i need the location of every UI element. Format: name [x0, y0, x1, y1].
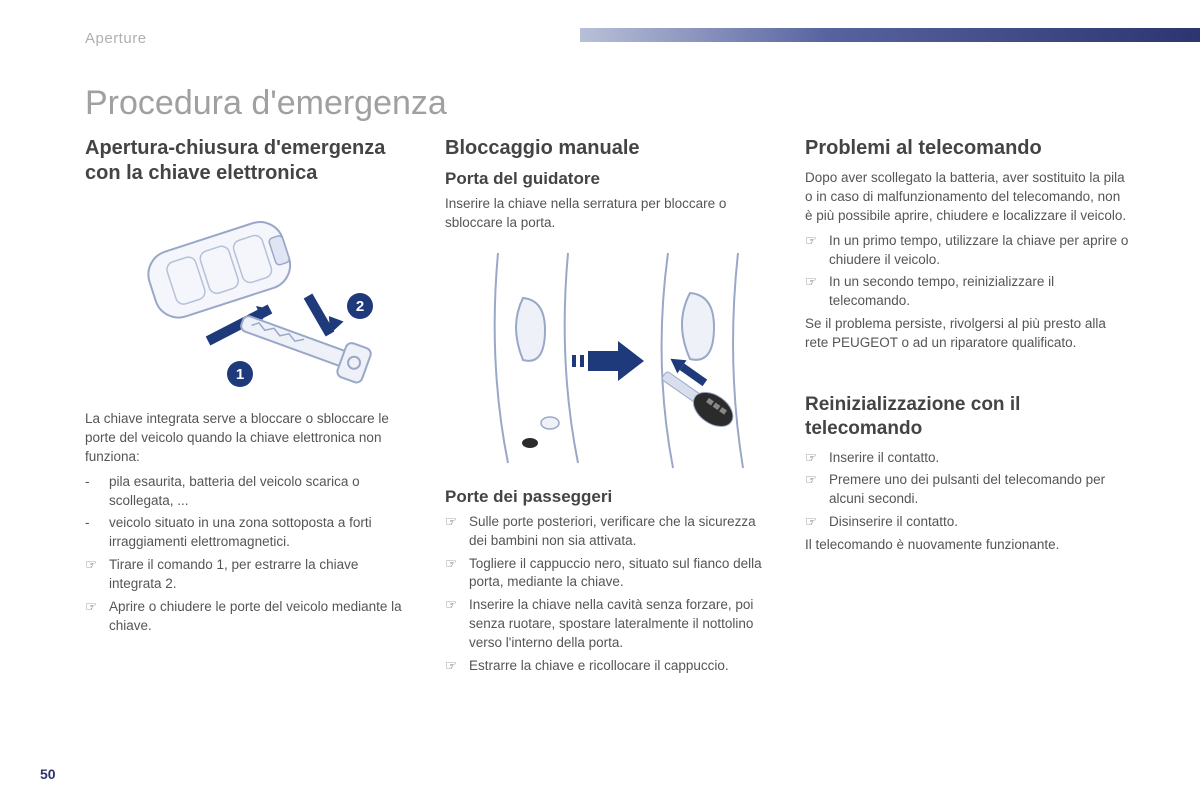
- door-lock-illustration: [445, 243, 770, 473]
- col2-sec2-heading: Porte dei passeggeri: [445, 487, 770, 507]
- list-item: ☞Inserire la chiave nella cavità senza f…: [445, 596, 770, 653]
- list-item: ☞Togliere il cappuccio nero, situato sul…: [445, 555, 770, 593]
- col2-sec1-heading: Porta del guidatore: [445, 169, 770, 189]
- column-3: Problemi al telecomando Dopo aver scolle…: [805, 136, 1130, 680]
- list-item: ☞Tirare il comando 1, per estrarre la ch…: [85, 556, 410, 594]
- col2-heading: Bloccaggio manuale: [445, 136, 770, 161]
- col3-heading: Problemi al telecomando: [805, 136, 1130, 161]
- list-item: -veicolo situato in una zona sottoposta …: [85, 514, 410, 552]
- col2-sec2-list: ☞Sulle porte posteriori, verificare che …: [445, 513, 770, 676]
- col3-sec2-outro: Il telecomando è nuovamente funzionante.: [805, 536, 1130, 555]
- list-item: -pila esaurita, batteria del veicolo sca…: [85, 473, 410, 511]
- col2-sec1-text: Inserire la chiave nella serratura per b…: [445, 195, 770, 233]
- column-2: Bloccaggio manuale Porta del guidatore I…: [445, 136, 770, 680]
- col3-list: ☞In un primo tempo, utilizzare la chiave…: [805, 232, 1130, 312]
- col3-sec2-list: ☞Inserire il contatto. ☞Premere uno dei …: [805, 449, 1130, 533]
- column-1: Apertura-chiusura d'emergenza con la chi…: [85, 136, 410, 680]
- page-number: 50: [40, 766, 56, 782]
- list-item: ☞Sulle porte posteriori, verificare che …: [445, 513, 770, 551]
- col3-intro: Dopo aver scollegato la batteria, aver s…: [805, 169, 1130, 226]
- list-item: ☞Estrarre la chiave e ricollocare il cap…: [445, 657, 770, 676]
- content-columns: Apertura-chiusura d'emergenza con la chi…: [85, 136, 1130, 680]
- header-accent-bar: [580, 28, 1200, 42]
- col3-sec2-heading: Reinizializzazione con il telecomando: [805, 393, 1130, 441]
- page-title: Procedura d'emergenza: [85, 84, 447, 123]
- col1-dash-list: -pila esaurita, batteria del veicolo sca…: [85, 473, 410, 553]
- col1-heading: Apertura-chiusura d'emergenza con la chi…: [85, 136, 410, 186]
- col1-intro: La chiave integrata serve a bloccare o s…: [85, 410, 410, 467]
- col3-outro: Se il problema persiste, rivolgersi al p…: [805, 315, 1130, 353]
- list-item: ☞In un primo tempo, utilizzare la chiave…: [805, 232, 1130, 270]
- list-item: ☞Premere uno dei pulsanti del telecomand…: [805, 471, 1130, 509]
- col1-hand-list: ☞Tirare il comando 1, per estrarre la ch…: [85, 556, 410, 636]
- list-item: ☞In un secondo tempo, reinizializzare il…: [805, 273, 1130, 311]
- key-fob-illustration: 1 2: [85, 196, 410, 396]
- badge-1: 1: [235, 366, 243, 383]
- section-label: Aperture: [85, 30, 147, 47]
- badge-2: 2: [355, 298, 363, 315]
- list-item: ☞Disinserire il contatto.: [805, 513, 1130, 532]
- list-item: ☞Aprire o chiudere le porte del veicolo …: [85, 598, 410, 636]
- list-item: ☞Inserire il contatto.: [805, 449, 1130, 468]
